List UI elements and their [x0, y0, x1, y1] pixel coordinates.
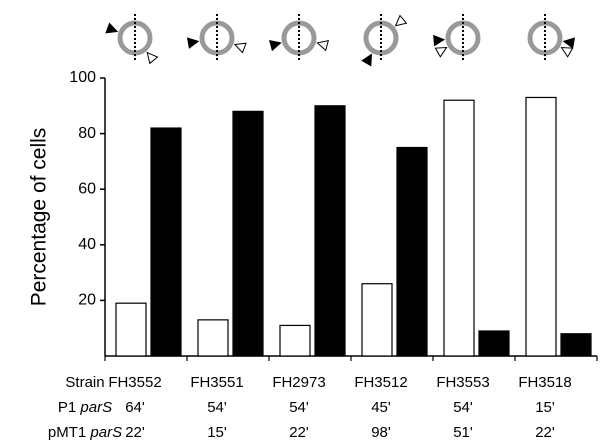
site-marker: [561, 48, 572, 57]
site-marker: [362, 54, 371, 65]
bar: [280, 325, 310, 356]
row-label: P1 parS: [58, 399, 112, 416]
row-value: 54': [453, 399, 473, 416]
bar: [151, 128, 181, 356]
site-marker: [235, 43, 246, 52]
row-value: 22': [289, 424, 309, 441]
site-marker: [434, 36, 444, 46]
row-value: 15': [535, 399, 555, 416]
row-label-em: parS: [79, 399, 112, 416]
chart: Percentage of cells Strain 20 40 60 80 100 FH…: [0, 0, 600, 447]
row-value: 64': [125, 399, 145, 416]
y-tick-label: 80: [78, 125, 96, 142]
category-label: FH3551: [190, 374, 243, 391]
row-value: 45': [371, 399, 391, 416]
y-tick-label: 20: [78, 292, 96, 309]
row-value: 15': [207, 424, 227, 441]
bar: [198, 320, 228, 356]
site-marker: [396, 16, 407, 26]
bar: [479, 331, 509, 356]
bar: [315, 106, 345, 356]
bar: [397, 148, 427, 357]
row-value: 22': [535, 424, 555, 441]
row-label-text: pMT1: [48, 424, 86, 441]
site-marker: [188, 38, 199, 48]
category-label: FH3553: [436, 374, 489, 391]
row-value: 54': [207, 399, 227, 416]
site-marker: [435, 48, 446, 57]
row-value: 54': [289, 399, 309, 416]
row-value: 98': [371, 424, 391, 441]
y-tick-label: 60: [78, 180, 96, 197]
y-tick-label: 40: [78, 236, 96, 253]
site-marker: [564, 38, 575, 48]
row-label: Strain: [65, 374, 104, 391]
row-label-text: P1: [58, 399, 76, 416]
y-tick-label: 100: [69, 69, 96, 86]
site-marker: [270, 41, 281, 51]
bar: [444, 100, 474, 356]
row-label-em: parS: [89, 424, 122, 441]
page: {"chart_data": {"type": "bar", "y_label"…: [0, 0, 600, 447]
row-value: 51': [453, 424, 473, 441]
site-marker: [106, 23, 117, 32]
category-label: FH3518: [518, 374, 571, 391]
row-label: pMT1 parS: [48, 424, 122, 441]
category-label: FH3552: [108, 374, 161, 391]
row-value: 22': [125, 424, 145, 441]
category-label: FH2973: [272, 374, 325, 391]
category-label: FH3512: [354, 374, 407, 391]
site-marker: [147, 53, 157, 64]
bar: [116, 303, 146, 356]
y-axis-label: Percentage of cells: [28, 128, 51, 307]
site-marker: [317, 41, 328, 51]
bar: [362, 284, 392, 356]
bar: [526, 97, 556, 356]
bar: [561, 334, 591, 356]
bar: [233, 111, 263, 356]
